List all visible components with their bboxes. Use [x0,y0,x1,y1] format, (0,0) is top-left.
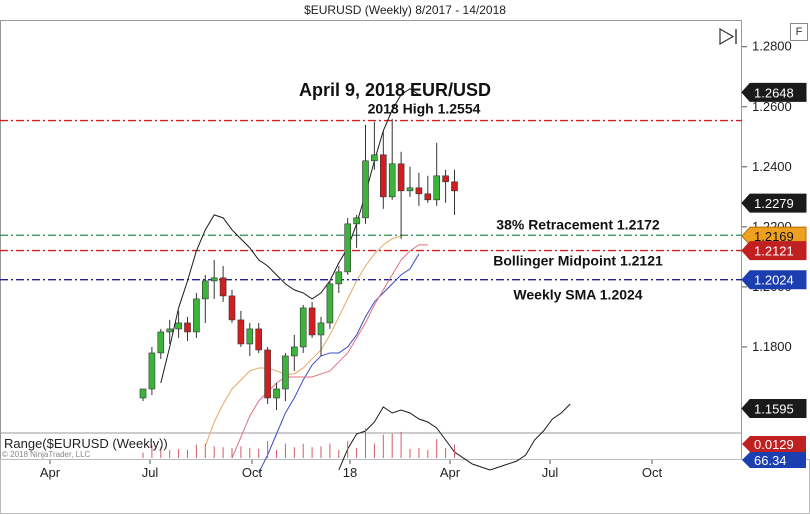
candle-body [326,283,334,324]
range-value-badge: 0.0129 [742,436,806,452]
candle-body [246,328,254,345]
level-lines [0,119,742,281]
y-tick-label: 1.2600 [752,99,792,114]
price-badge-shape [741,82,807,102]
candle-body [406,187,414,192]
range-second-badge-label: 66.34 [754,453,787,468]
candle-body [219,277,227,297]
candle-body [317,322,325,336]
annotation-label: Bollinger Midpoint 1.2121 [493,253,663,269]
annotation-label: 38% Retracement 1.2172 [496,216,660,232]
candle-body [255,328,262,351]
chart-title: April 9, 2018 EUR/USD [299,80,491,100]
price-badge-label: 1.2169 [754,229,794,244]
candle-body [335,271,343,285]
price-badge-shape [741,398,807,418]
x-tick-label: Apr [40,465,61,480]
range-second-badge-shape [742,452,806,468]
range-value-badge-label: 0.0129 [754,437,794,452]
watermark: © 2018 NinjaTrader, LLC [2,450,91,459]
bollinger-lower-line [338,403,571,471]
candle-body [157,331,165,354]
candle-body [237,319,245,345]
candle-body [424,193,432,201]
candle-body [148,352,156,390]
x-tick-label: Oct [642,465,663,480]
candle-body [264,349,271,399]
annotation-label: 2018 High 1.2554 [368,101,481,117]
range-label: Range($EURUSD (Weekly)) [4,436,168,451]
range-value-badge-shape [742,436,806,452]
ema-orange-line [204,235,402,447]
chart-window-title: $EURUSD (Weekly) 8/2017 - 14/2018 [304,3,506,17]
x-axis-border [0,459,810,514]
price-badge-label: 1.2121 [754,244,794,259]
price-badge-shape [741,193,807,213]
candle-body [175,322,182,330]
candle-body [139,388,147,399]
price-badge-label: 1.1595 [754,401,794,416]
candle-body [344,223,352,273]
candles [139,118,458,410]
candle-body [299,307,307,348]
candle-body [397,163,405,192]
candle-body [193,298,200,333]
annotations: 2018 High 1.2554 38% Retracement 1.2172 Bo… [368,101,663,303]
f-button[interactable]: F [790,23,808,41]
candle-body [228,295,236,321]
x-tick-label: Jul [142,465,159,480]
price-badge: 1.2169 [741,226,807,246]
candle-body [371,154,378,162]
candle-body [415,187,423,195]
x-tick-label: Jul [542,465,559,480]
candle-body [353,217,360,225]
ema-pink-line [231,244,428,459]
price-badge: 1.2648 [741,82,807,102]
price-badge-label: 1.2024 [754,273,794,288]
range-panel: Range($EURUSD (Weekly))© 2018 NinjaTrade… [2,428,806,468]
candle-body [362,160,369,219]
x-axis: Apr Jul Oct 18 Apr Jul Oct [40,460,663,480]
x-tick-label: Oct [242,465,263,480]
sma-line [258,253,420,474]
y-tick-label: 1.2400 [752,159,792,174]
price-badge: 1.2024 [741,270,807,290]
candle-body [451,181,458,192]
range-second-badge: 66.34 [742,452,806,468]
candle-body [184,322,191,333]
y-tick-label: 1.2800 [752,39,792,54]
price-badge: 1.2279 [741,193,807,213]
candle-body [308,307,316,336]
candle-body [166,328,173,333]
x-tick-label: 18 [343,465,357,480]
candle-body [282,355,289,390]
candle-body [202,280,209,300]
price-badge-shape [741,241,807,261]
candle-body [290,346,298,357]
scroll-to-end-icon[interactable] [719,27,737,46]
x-tick-label: Apr [440,465,461,480]
candle-body [388,163,396,198]
price-badge-label: 1.2279 [754,196,794,211]
candle-body [442,175,449,183]
candle-body [273,388,280,399]
price-badge-shape [741,270,807,290]
price-badge: 1.1595 [741,398,807,418]
candle-body [210,277,218,282]
y-tick-label: 1.1800 [752,339,792,354]
price-badge-label: 1.2648 [754,85,794,100]
annotation-label: Weekly SMA 1.2024 [513,287,642,303]
candle-body [379,154,387,198]
price-badge: 1.2121 [741,241,807,261]
candle-body [433,175,441,201]
